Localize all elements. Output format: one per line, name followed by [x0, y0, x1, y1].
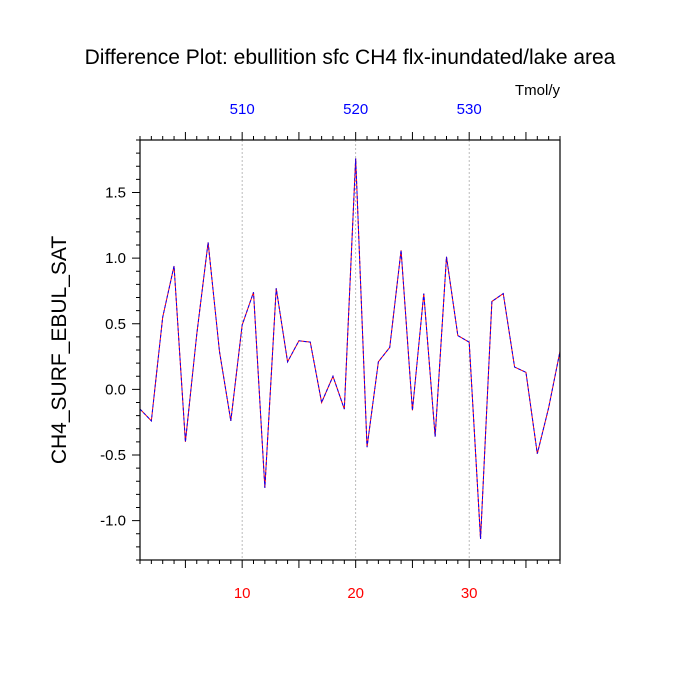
y-tick-label: 0.5 [105, 316, 126, 333]
plot-frame [139, 139, 561, 561]
x-top-tick-label: 510 [230, 101, 255, 118]
x-bottom-tick-labels: 10 20 30 [234, 585, 478, 602]
y-tick-label: -0.5 [100, 447, 126, 464]
y-tick-label: 1.0 [105, 250, 126, 267]
y-tick-label: -1.0 [100, 513, 126, 530]
y-tick-label: 0.0 [105, 381, 126, 398]
tick-marks [132, 132, 561, 568]
series-line-overlay [139, 158, 561, 540]
y-axis-label: CH4_SURF_EBUL_SAT [48, 236, 71, 465]
x-top-tick-label: 520 [343, 101, 368, 118]
x-top-tick-label: 530 [457, 101, 482, 118]
units-label: Tmol/y [515, 82, 561, 99]
x-bottom-tick-label: 20 [347, 585, 364, 602]
x-top-tick-labels: 510 520 530 [230, 101, 482, 118]
y-tick-labels: 1.5 1.0 0.5 0.0 -0.5 -1.0 [100, 185, 126, 530]
chart-title: Difference Plot: ebullition sfc CH4 flx-… [85, 46, 616, 69]
series-lines [139, 158, 561, 540]
x-bottom-tick-label: 10 [234, 585, 251, 602]
x-bottom-tick-label: 30 [461, 585, 478, 602]
grid-lines [241, 140, 470, 560]
y-tick-label: 1.5 [105, 185, 126, 202]
series-line [139, 158, 561, 540]
